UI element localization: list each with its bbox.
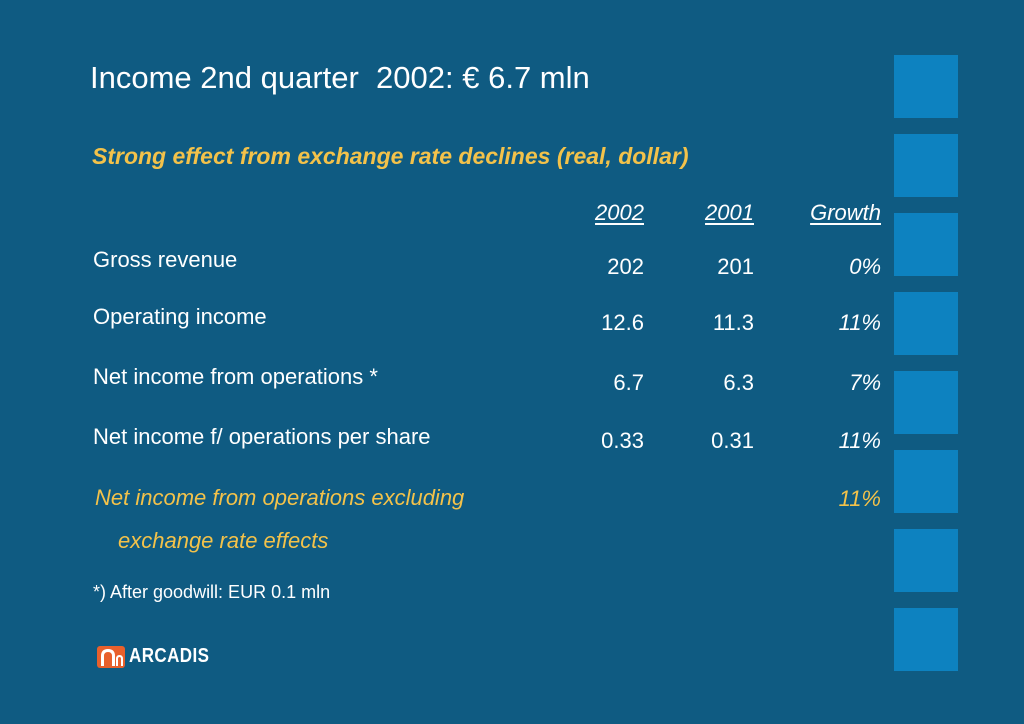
cell-growth-gross-revenue: 0% <box>849 254 881 279</box>
row-label-operating-income: Operating income <box>93 304 267 329</box>
row-label-gross-revenue: Gross revenue <box>93 247 238 272</box>
cell-2001-net-income-operations: 6.3 <box>723 370 754 395</box>
column-header-2002: 2002 <box>595 200 644 225</box>
decorative-square <box>894 371 958 434</box>
decorative-square <box>894 213 958 276</box>
row-label-net-income-per-share: Net income f/ operations per share <box>93 424 431 449</box>
cell-2002-gross-revenue: 202 <box>607 254 644 279</box>
cell-growth-excl-fx: 11% <box>838 486 881 511</box>
slide-title: Income 2nd quarter 2002: € 6.7 mln <box>90 60 590 95</box>
decorative-square <box>894 529 958 592</box>
logo-text: ARCADIS <box>129 644 210 667</box>
cell-2002-operating-income: 12.6 <box>601 310 644 335</box>
cell-2001-gross-revenue: 201 <box>717 254 754 279</box>
column-header-2001: 2001 <box>705 200 754 225</box>
cell-growth-net-income-operations: 7% <box>849 370 881 395</box>
footnote: *) After goodwill: EUR 0.1 mln <box>93 582 331 602</box>
company-logo: ARCADIS <box>97 644 224 668</box>
column-header-growth: Growth <box>810 200 881 225</box>
decorative-square <box>894 608 958 671</box>
row-label-net-income-operations: Net income from operations * <box>93 364 378 389</box>
cell-2002-net-income-operations: 6.7 <box>613 370 644 395</box>
cell-2002-net-income-per-share: 0.33 <box>601 428 644 453</box>
slide-subtitle: Strong effect from exchange rate decline… <box>92 143 689 169</box>
decorative-square <box>894 55 958 118</box>
cell-2001-operating-income: 11.3 <box>712 310 754 335</box>
row-label-excl-fx-line1: Net income from operations excluding <box>95 485 465 510</box>
decorative-square <box>894 134 958 197</box>
arcadis-logo-icon <box>97 646 125 668</box>
row-label-excl-fx-line2: exchange rate effects <box>118 528 329 553</box>
decorative-square <box>894 292 958 355</box>
cell-2001-net-income-per-share: 0.31 <box>711 428 754 453</box>
decorative-squares <box>894 55 958 687</box>
decorative-square <box>894 450 958 513</box>
cell-growth-net-income-per-share: 11% <box>838 428 881 453</box>
cell-growth-operating-income: 11% <box>838 310 881 335</box>
